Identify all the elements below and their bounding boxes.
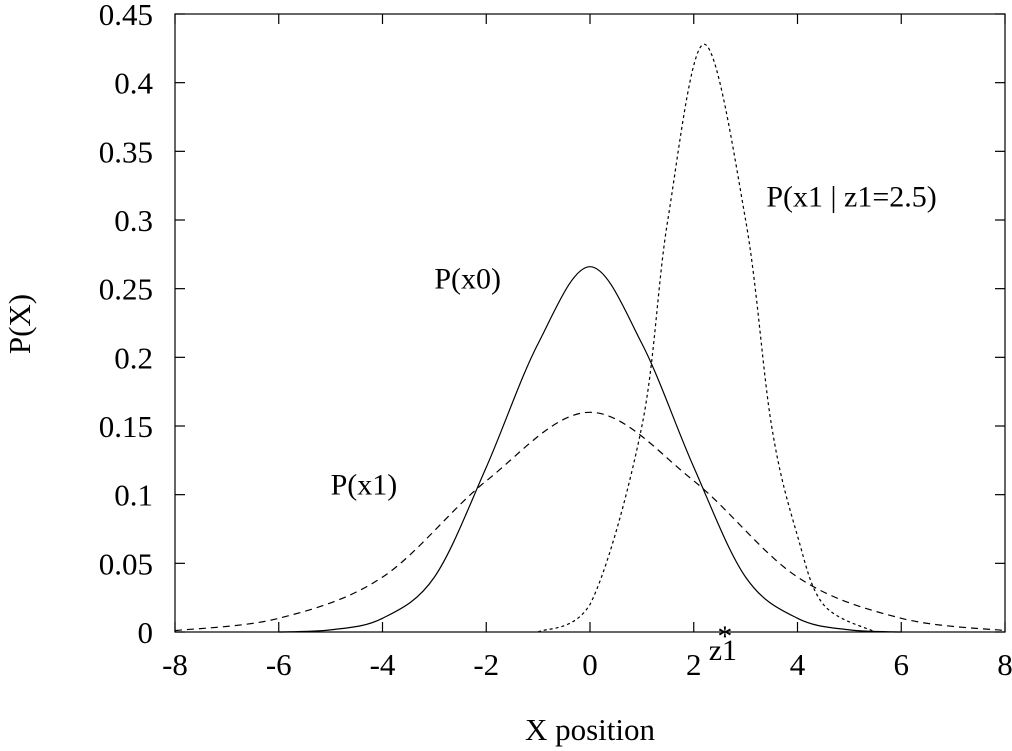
x-tick-label: -2: [473, 647, 499, 682]
x-tick-label: 0: [582, 647, 598, 682]
x-tick-label: 2: [686, 647, 702, 682]
x-tick-label: -4: [370, 647, 396, 682]
y-tick-label: 0.4: [114, 66, 153, 101]
series-annotation-1: P(x1): [331, 469, 398, 502]
series-line-2: [537, 43, 876, 633]
y-tick-label: 0: [138, 615, 154, 650]
x-tick-label: 8: [997, 647, 1012, 682]
x-tick-label: -6: [266, 647, 292, 682]
z1-marker-label: z1: [709, 634, 737, 667]
y-tick-label: 0.15: [99, 409, 153, 444]
plot-frame: [174, 13, 1006, 633]
x-tick-label: 4: [790, 647, 806, 682]
y-tick-label: 0.25: [99, 272, 153, 307]
z1-marker: *: [717, 620, 732, 653]
series-line-1: [174, 411, 1006, 632]
x-tick-label: 6: [894, 647, 910, 682]
series-line-0: [278, 266, 902, 633]
series-annotation-0: P(x0): [434, 263, 501, 296]
y-tick-label: 0.1: [114, 478, 153, 513]
y-axis-title: P(X): [2, 294, 37, 354]
x-axis-title: X position: [525, 712, 656, 747]
y-tick-label: 0.35: [99, 134, 153, 169]
y-tick-label: 0.45: [99, 0, 153, 32]
series-annotation-2: P(x1 | z1=2.5): [766, 180, 936, 213]
y-tick-label: 0.2: [114, 340, 153, 375]
y-tick-label: 0.3: [114, 203, 153, 238]
y-tick-label: 0.05: [99, 546, 153, 581]
x-tick-label: -8: [162, 647, 188, 682]
